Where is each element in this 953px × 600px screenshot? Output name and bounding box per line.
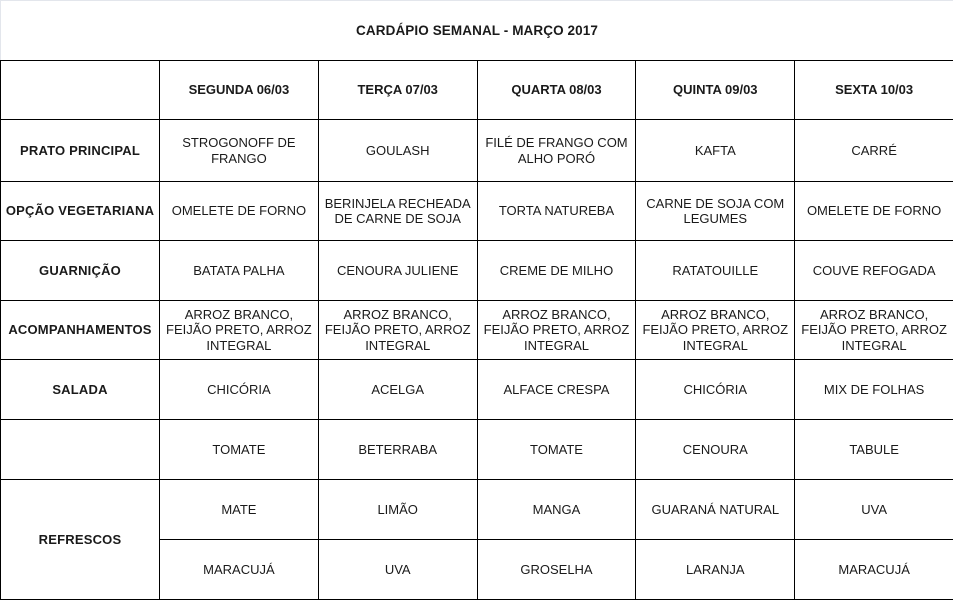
- row-label-salada: SALADA: [1, 360, 160, 420]
- cell-prato-quinta: KAFTA: [636, 120, 795, 182]
- cell-guarnicao-quinta: RATATOUILLE: [636, 241, 795, 301]
- cell-salada-terca: ACELGA: [318, 360, 477, 420]
- row-label-prato-principal: PRATO PRINCIPAL: [1, 120, 160, 182]
- cell-salada2-sexta: TABULE: [795, 420, 953, 480]
- cell-salada-sexta: MIX DE FOLHAS: [795, 360, 953, 420]
- cell-refresco2-sexta: MARACUJÁ: [795, 540, 953, 600]
- cell-acompanhamentos-quinta: ARROZ BRANCO, FEIJÃO PRETO, ARROZ INTEGR…: [636, 301, 795, 360]
- cell-refresco1-segunda: MATE: [160, 480, 319, 540]
- cell-guarnicao-quarta: CREME DE MILHO: [477, 241, 636, 301]
- cell-guarnicao-terca: CENOURA JULIENE: [318, 241, 477, 301]
- cell-acompanhamentos-terca: ARROZ BRANCO, FEIJÃO PRETO, ARROZ INTEGR…: [318, 301, 477, 360]
- table-row-guarnicao: GUARNIÇÃO BATATA PALHA CENOURA JULIENE C…: [1, 241, 953, 301]
- cell-prato-segunda: STROGONOFF DE FRANGO: [160, 120, 319, 182]
- cell-veg-terca: BERINJELA RECHEADA DE CARNE DE SOJA: [318, 182, 477, 241]
- cell-veg-quinta: CARNE DE SOJA COM LEGUMES: [636, 182, 795, 241]
- cell-salada2-segunda: TOMATE: [160, 420, 319, 480]
- cell-salada-quinta: CHICÓRIA: [636, 360, 795, 420]
- cell-refresco1-terca: LIMÃO: [318, 480, 477, 540]
- cell-refresco2-quinta: LARANJA: [636, 540, 795, 600]
- cell-refresco2-segunda: MARACUJÁ: [160, 540, 319, 600]
- cell-prato-quarta: FILÉ DE FRANGO COM ALHO PORÓ: [477, 120, 636, 182]
- row-label-opcao-vegetariana: OPÇÃO VEGETARIANA: [1, 182, 160, 241]
- cell-salada2-quarta: TOMATE: [477, 420, 636, 480]
- table-header-row: SEGUNDA 06/03 TERÇA 07/03 QUARTA 08/03 Q…: [1, 61, 953, 120]
- cell-salada2-quinta: CENOURA: [636, 420, 795, 480]
- cell-salada2-terca: BETERRABA: [318, 420, 477, 480]
- header-corner-cell: [1, 61, 160, 120]
- table-row-salada-secundaria: TOMATE BETERRABA TOMATE CENOURA TABULE: [1, 420, 953, 480]
- table-row-prato-principal: PRATO PRINCIPAL STROGONOFF DE FRANGO GOU…: [1, 120, 953, 182]
- day-header-sexta: SEXTA 10/03: [795, 61, 953, 120]
- cell-veg-segunda: OMELETE DE FORNO: [160, 182, 319, 241]
- page-title: CARDÁPIO SEMANAL - MARÇO 2017: [1, 1, 953, 61]
- cell-refresco2-terca: UVA: [318, 540, 477, 600]
- cell-salada-segunda: CHICÓRIA: [160, 360, 319, 420]
- day-header-terca: TERÇA 07/03: [318, 61, 477, 120]
- row-label-guarnicao: GUARNIÇÃO: [1, 241, 160, 301]
- row-label-acompanhamentos: ACOMPANHAMENTOS: [1, 301, 160, 360]
- table-row-acompanhamentos: ACOMPANHAMENTOS ARROZ BRANCO, FEIJÃO PRE…: [1, 301, 953, 360]
- row-label-refrescos: REFRESCOS: [1, 480, 160, 600]
- cell-acompanhamentos-segunda: ARROZ BRANCO, FEIJÃO PRETO, ARROZ INTEGR…: [160, 301, 319, 360]
- table-title-row: CARDÁPIO SEMANAL - MARÇO 2017: [1, 1, 953, 61]
- table-row-salada: SALADA CHICÓRIA ACELGA ALFACE CRESPA CHI…: [1, 360, 953, 420]
- cell-refresco1-quinta: GUARANÁ NATURAL: [636, 480, 795, 540]
- cell-acompanhamentos-sexta: ARROZ BRANCO, FEIJÃO PRETO, ARROZ INTEGR…: [795, 301, 953, 360]
- cell-veg-quarta: TORTA NATUREBA: [477, 182, 636, 241]
- cell-salada-quarta: ALFACE CRESPA: [477, 360, 636, 420]
- cell-guarnicao-segunda: BATATA PALHA: [160, 241, 319, 301]
- row-label-salada-secundaria: [1, 420, 160, 480]
- cell-prato-sexta: CARRÉ: [795, 120, 953, 182]
- cell-guarnicao-sexta: COUVE REFOGADA: [795, 241, 953, 301]
- cell-refresco1-quarta: MANGA: [477, 480, 636, 540]
- table-row-opcao-vegetariana: OPÇÃO VEGETARIANA OMELETE DE FORNO BERIN…: [1, 182, 953, 241]
- cell-refresco1-sexta: UVA: [795, 480, 953, 540]
- cell-refresco2-quarta: GROSELHA: [477, 540, 636, 600]
- day-header-quarta: QUARTA 08/03: [477, 61, 636, 120]
- table-row-refrescos-1: REFRESCOS MATE LIMÃO MANGA GUARANÁ NATUR…: [1, 480, 953, 540]
- cell-veg-sexta: OMELETE DE FORNO: [795, 182, 953, 241]
- day-header-segunda: SEGUNDA 06/03: [160, 61, 319, 120]
- cell-prato-terca: GOULASH: [318, 120, 477, 182]
- cell-acompanhamentos-quarta: ARROZ BRANCO, FEIJÃO PRETO, ARROZ INTEGR…: [477, 301, 636, 360]
- day-header-quinta: QUINTA 09/03: [636, 61, 795, 120]
